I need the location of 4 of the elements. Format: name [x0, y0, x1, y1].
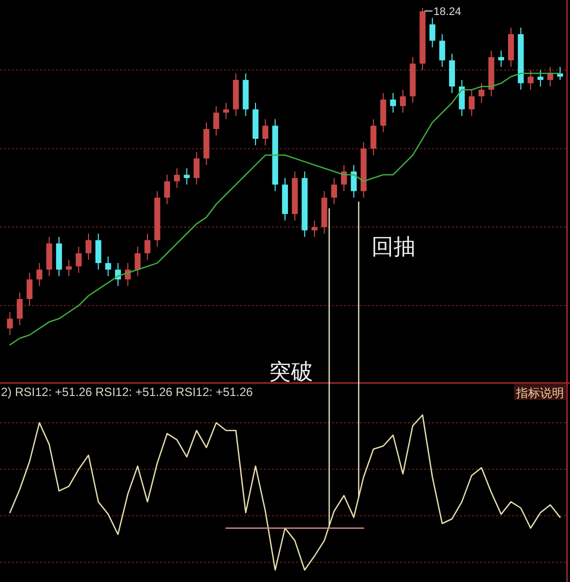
annotation: 18.24	[434, 6, 462, 18]
text: 突破	[269, 359, 314, 384]
chart-title: 2) RSI12: +51.26 RSI12: +51.26 RSI12: +51.26	[1, 385, 254, 399]
annotation: 回抽	[372, 234, 416, 259]
